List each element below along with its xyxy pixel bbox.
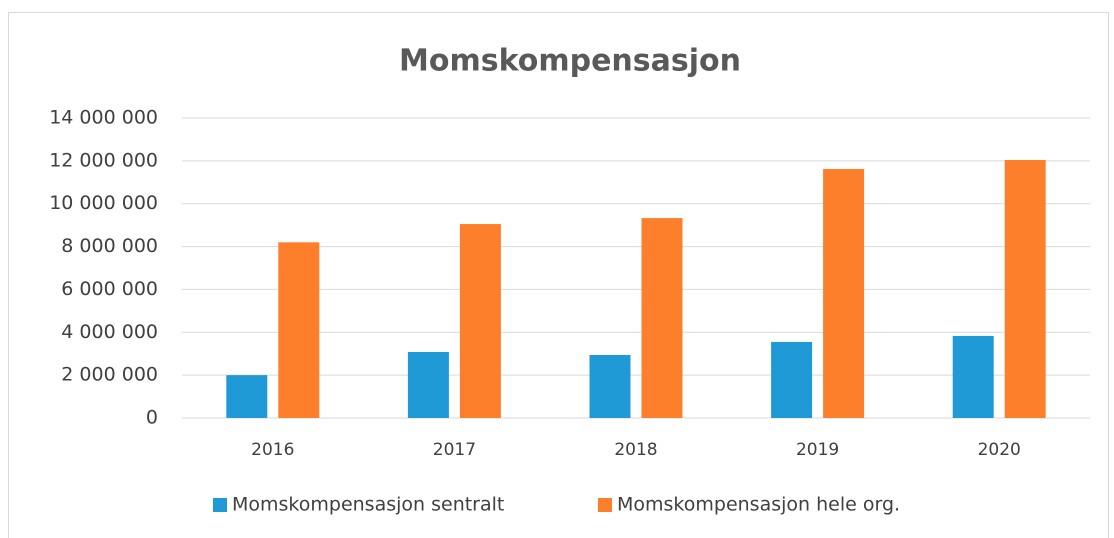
y-tick-label: 10 000 000 <box>49 192 158 214</box>
bar <box>952 335 994 418</box>
bar <box>823 169 865 418</box>
chart-title: Momskompensasjon <box>399 44 741 79</box>
bar <box>407 352 449 418</box>
bar <box>589 355 631 418</box>
y-tick-label: 14 000 000 <box>49 107 158 129</box>
legend-label: Momskompensasjon sentralt <box>232 494 504 516</box>
chart-border <box>8 12 1109 538</box>
y-tick-label: 12 000 000 <box>49 149 158 171</box>
y-tick-label: 2 000 000 <box>61 364 158 386</box>
y-tick-label: 8 000 000 <box>61 235 158 257</box>
bar <box>771 341 813 418</box>
legend-label: Momskompensasjon hele org. <box>617 494 900 516</box>
y-tick-label: 6 000 000 <box>61 278 158 300</box>
legend-swatch <box>213 498 227 512</box>
bar <box>641 218 683 418</box>
bar <box>278 242 320 418</box>
x-tick-label: 2018 <box>614 440 657 460</box>
legend-swatch <box>598 498 612 512</box>
x-tick-label: 2017 <box>433 440 476 460</box>
bar <box>459 224 501 418</box>
x-tick-label: 2020 <box>978 440 1021 460</box>
bar <box>226 375 268 418</box>
x-tick-label: 2016 <box>251 440 294 460</box>
x-tick-label: 2019 <box>796 440 839 460</box>
bar <box>1004 160 1046 418</box>
y-tick-label: 0 <box>146 407 158 429</box>
y-tick-label: 4 000 000 <box>61 321 158 343</box>
